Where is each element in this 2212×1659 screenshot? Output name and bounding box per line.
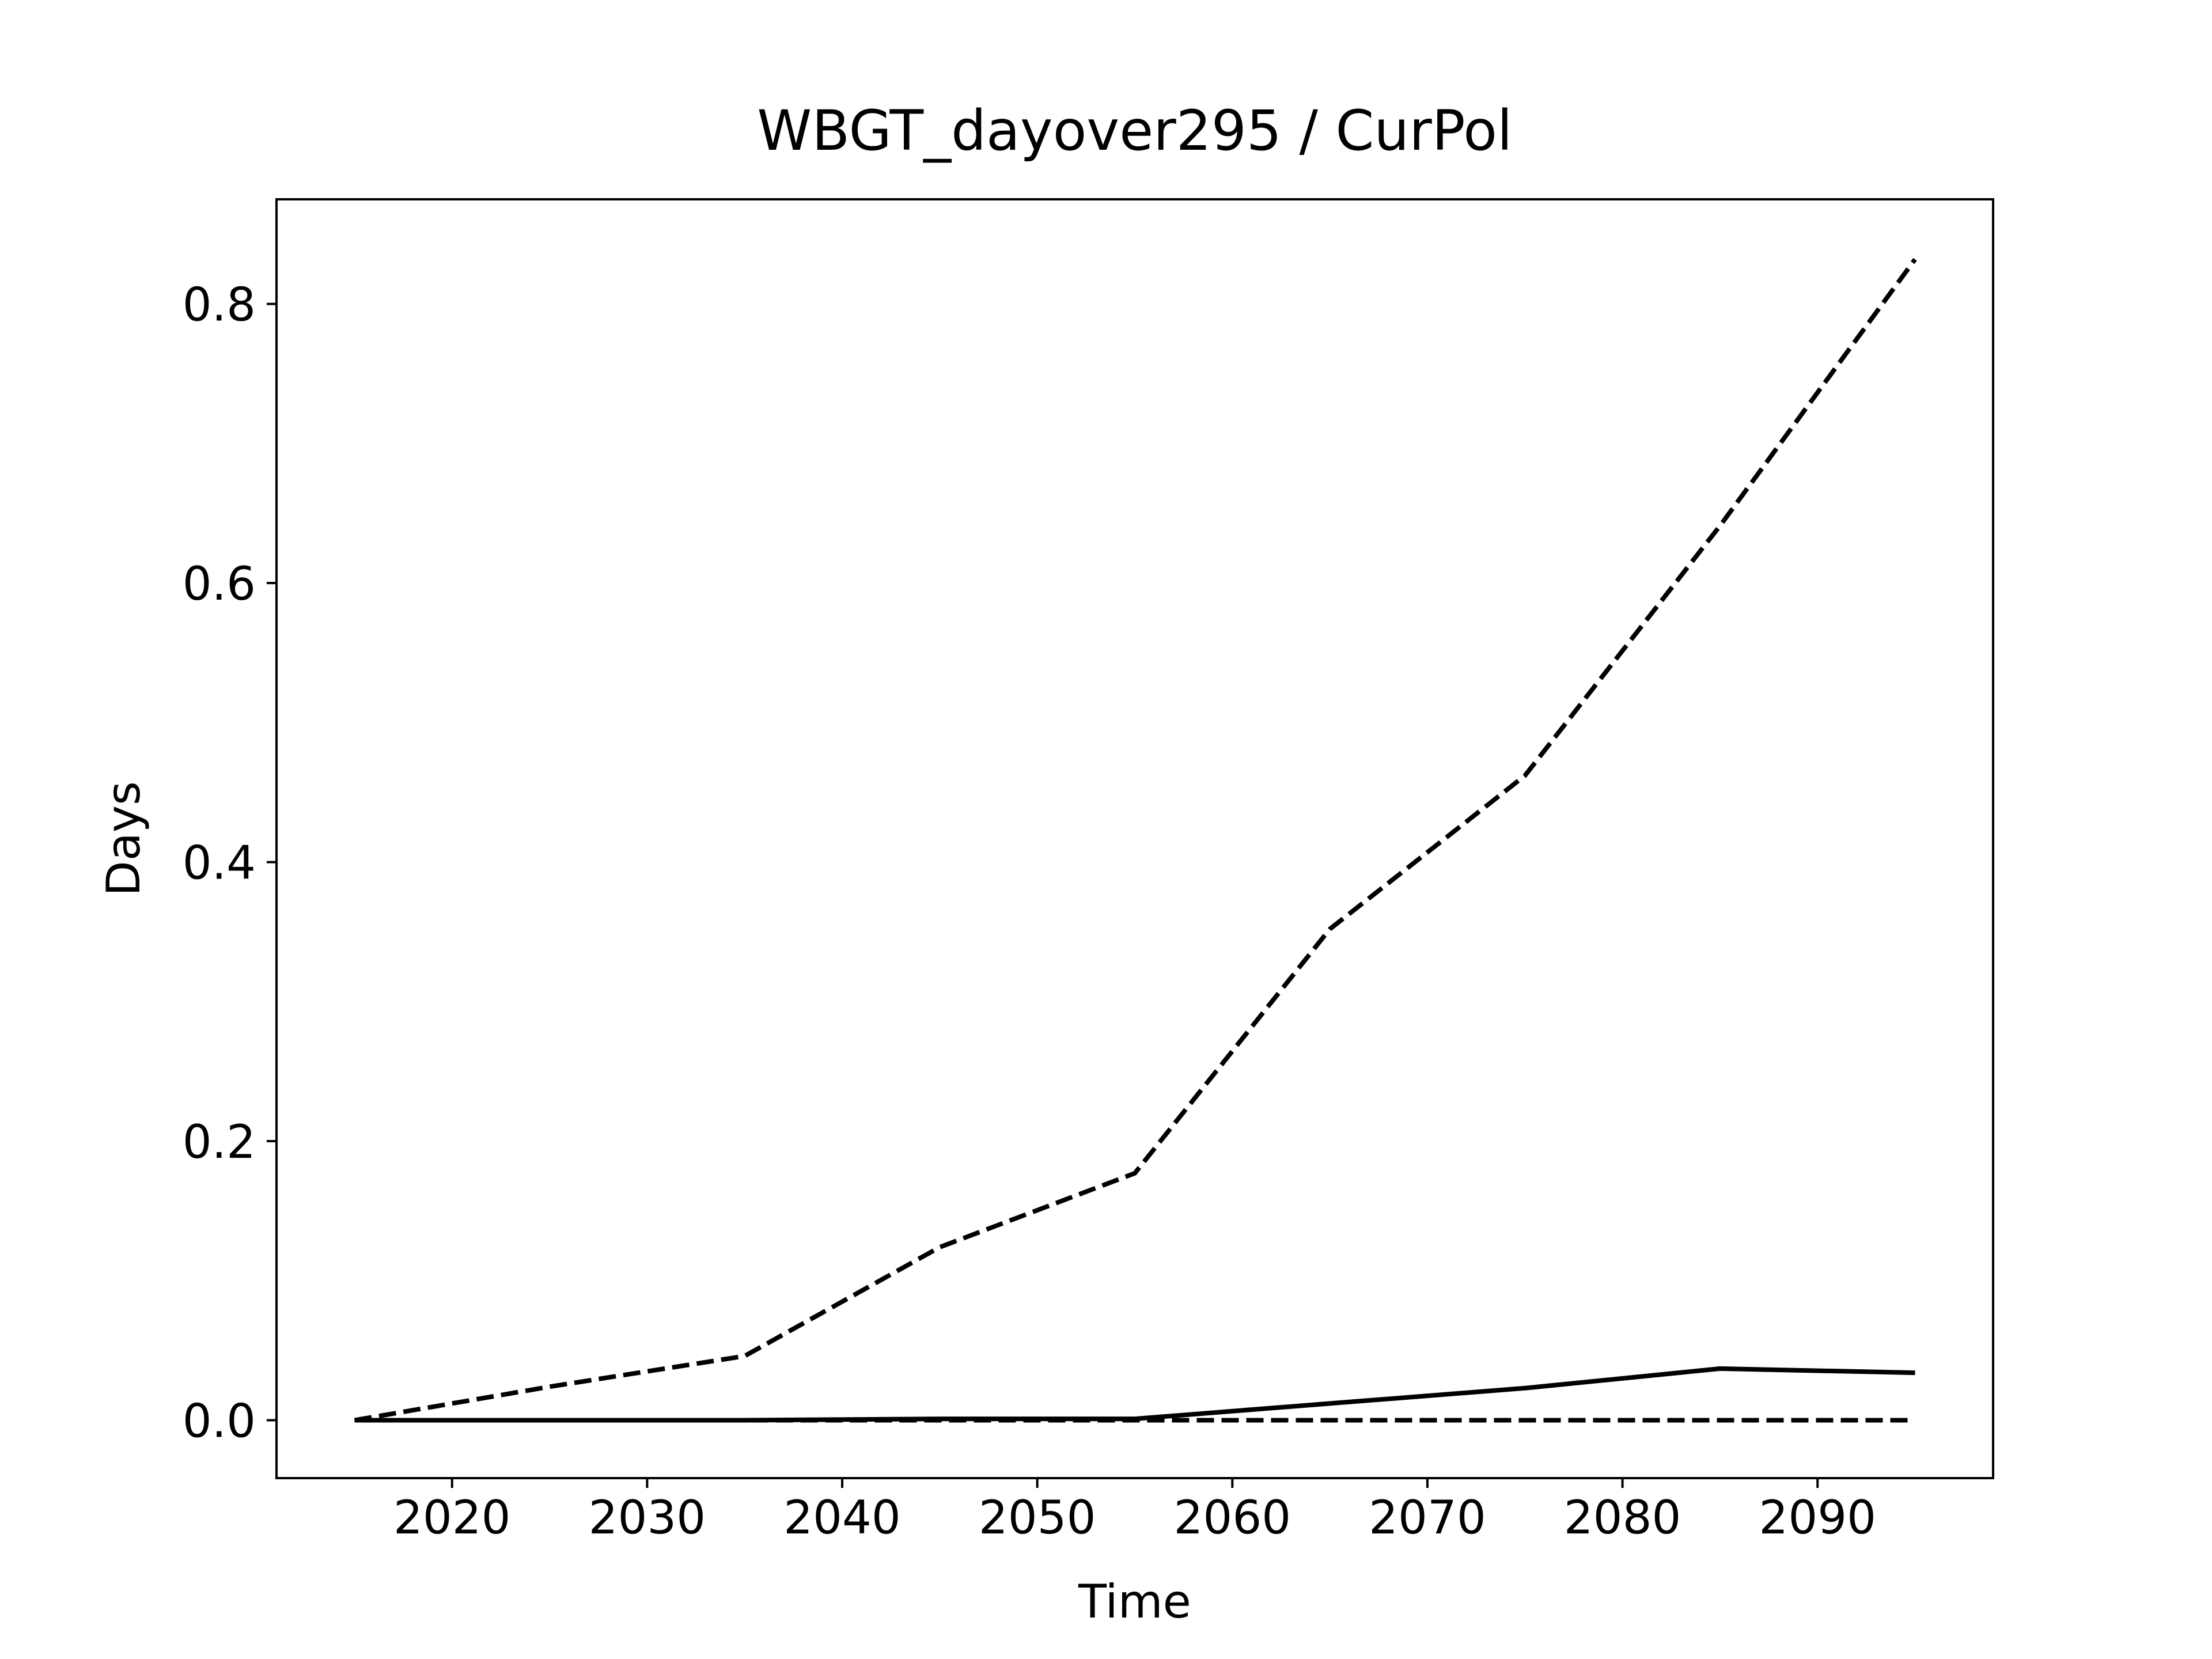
x-tick-label: 2060 xyxy=(1174,1491,1291,1544)
x-tick-label: 2070 xyxy=(1369,1491,1486,1544)
y-tick-label: 0.0 xyxy=(183,1394,256,1448)
series-layer xyxy=(354,257,1917,1423)
x-axis-label: Time xyxy=(1078,1575,1191,1628)
y-axis-label: Days xyxy=(97,781,150,896)
x-tick-label: 2080 xyxy=(1564,1491,1681,1544)
ticks-layer: 2020 2030 2040 2050 2060 2070 2080 2090 0.0 0.2 0.… xyxy=(183,278,1876,1544)
plot-frame xyxy=(275,198,1994,1479)
x-tick-label: 2090 xyxy=(1759,1491,1876,1544)
y-tick-label: 0.8 xyxy=(183,278,256,332)
x-tick-label: 2040 xyxy=(783,1491,901,1544)
series-line-1 xyxy=(354,257,1917,1423)
x-tick-label: 2030 xyxy=(589,1491,706,1544)
x-tick-label: 2050 xyxy=(979,1491,1096,1544)
y-tick-label: 0.2 xyxy=(183,1115,256,1169)
chart-title: WBGT_dayover295 / CurPol xyxy=(757,99,1512,163)
y-tick-label: 0.6 xyxy=(183,557,256,611)
y-tick-label: 0.4 xyxy=(183,836,256,890)
x-tick-label: 2020 xyxy=(393,1491,511,1544)
